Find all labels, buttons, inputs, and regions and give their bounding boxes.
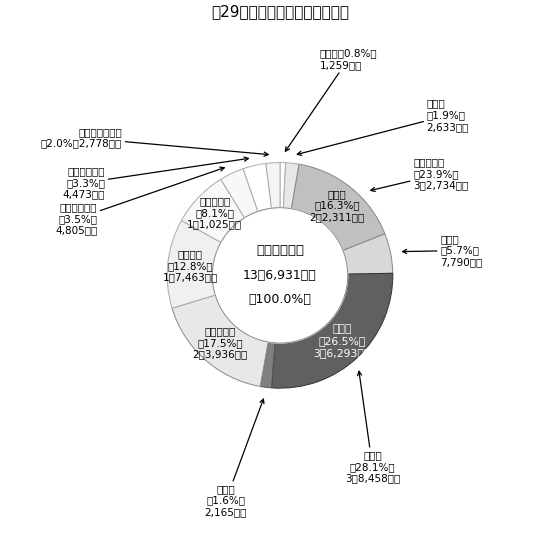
Text: （100.0%）: （100.0%） xyxy=(249,293,311,306)
Title: 第29図　道府県税収入額の状況: 第29図 道府県税収入額の状況 xyxy=(211,4,349,19)
Wedge shape xyxy=(243,163,272,211)
Text: 道府県民税
（23.9%）
3兆2,734億円: 道府県民税 （23.9%） 3兆2,734億円 xyxy=(371,157,468,191)
Text: 自動車取得税
（3.3%）
4,473億円: 自動車取得税 （3.3%） 4,473億円 xyxy=(63,157,249,199)
Text: 道府県たばこ税
（2.0%）2,778億円: 道府県たばこ税 （2.0%）2,778億円 xyxy=(41,127,268,156)
Text: 個人分
（16.3%）
2兆2,311億円: 個人分 （16.3%） 2兆2,311億円 xyxy=(309,189,365,222)
Text: その他（0.8%）
1,259億円: その他（0.8%） 1,259億円 xyxy=(286,49,377,151)
Wedge shape xyxy=(266,163,280,208)
Wedge shape xyxy=(343,234,393,274)
Text: 個人分
（1.6%）
2,165億円: 個人分 （1.6%） 2,165億円 xyxy=(204,399,264,517)
Text: 道府県税総額: 道府県税総額 xyxy=(256,244,304,257)
Text: 地方消費税
（17.5%）
2兆3,936億円: 地方消費税 （17.5%） 2兆3,936億円 xyxy=(193,326,248,360)
Wedge shape xyxy=(291,164,385,251)
Wedge shape xyxy=(260,342,275,388)
Circle shape xyxy=(212,208,348,343)
Text: 13兆6,931億円: 13兆6,931億円 xyxy=(243,269,317,282)
Text: 自動車税
（12.8%）
1兆7,463億円: 自動車税 （12.8%） 1兆7,463億円 xyxy=(162,249,218,282)
Wedge shape xyxy=(172,295,268,386)
Wedge shape xyxy=(221,169,258,218)
Text: 法人分
（5.7%）
7,790億円: 法人分 （5.7%） 7,790億円 xyxy=(403,234,482,267)
Wedge shape xyxy=(280,163,286,208)
Text: 軽油引取税
（8.1%）
1兆1,025億円: 軽油引取税 （8.1%） 1兆1,025億円 xyxy=(187,196,242,230)
Wedge shape xyxy=(283,163,299,209)
Text: 利子割
（1.9%）
2,633億円: 利子割 （1.9%） 2,633億円 xyxy=(297,99,469,155)
Text: 法人分
（26.5%）
3兆6,293億円: 法人分 （26.5%） 3兆6,293億円 xyxy=(313,324,371,357)
Wedge shape xyxy=(181,179,245,243)
Wedge shape xyxy=(272,273,393,388)
Text: 不動産取得税
（3.5%）
4,805億円: 不動産取得税 （3.5%） 4,805億円 xyxy=(55,167,225,236)
Text: 事業税
（28.1%）
3兆8,458億円: 事業税 （28.1%） 3兆8,458億円 xyxy=(345,371,400,483)
Wedge shape xyxy=(167,220,221,308)
